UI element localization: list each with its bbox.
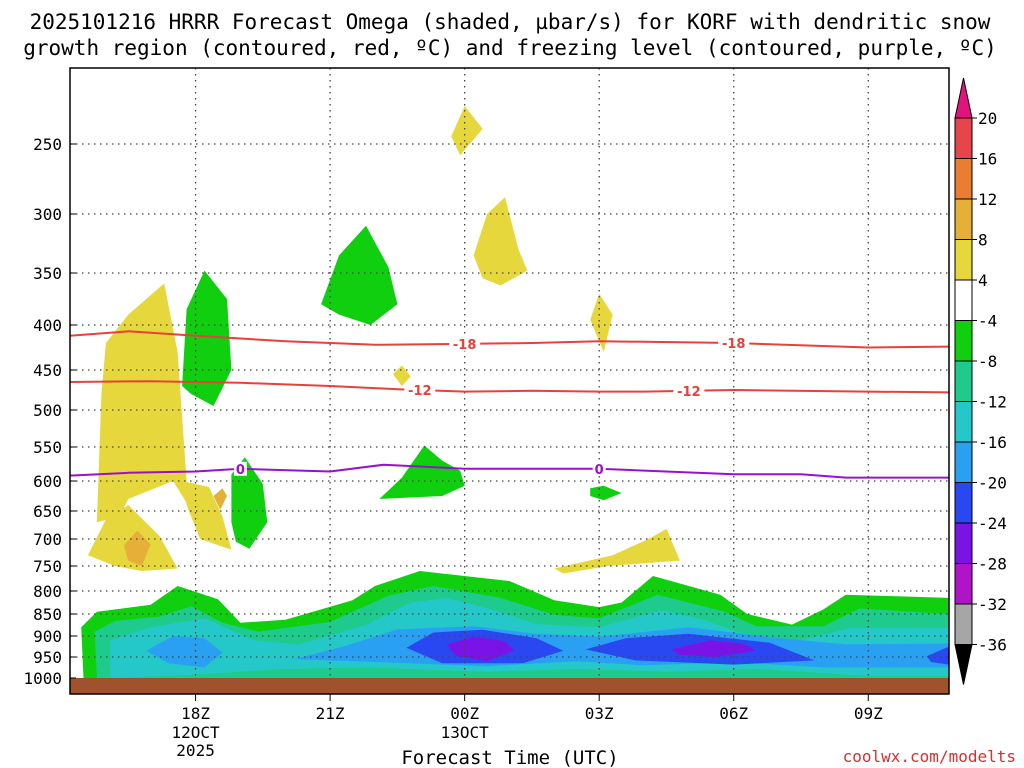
pressure-axis: 250 300 350 400 450 500 550 600 650 700 750 800 850 9… [23, 135, 76, 688]
omega-region-20 [473, 197, 528, 286]
temp-contour-minus12-label-bg [404, 383, 436, 397]
temp-contour-minus18-label-bg [449, 336, 481, 351]
temperature-contours: -18 -18 -12 -12 0 0 [70, 330, 949, 479]
grid-lines [70, 68, 949, 678]
colorbar-label-10: -20 [978, 474, 1007, 493]
omega-region-10 [670, 640, 757, 657]
y-tick-label-850: 850 [33, 605, 62, 624]
x-tick-year-18Z: 2025 [176, 741, 215, 760]
x-tick-label-03Z: 03Z [585, 704, 614, 723]
x-axis-label: Forecast Time (UTC) [401, 747, 618, 768]
freezing-level-contour-label-bg [233, 461, 247, 476]
colorbar-under-triangle [954, 644, 973, 685]
omega-region-19 [451, 106, 483, 156]
temp-contour-minus18-label: -18 [722, 337, 746, 352]
freezing-level-contour-label: 0 [236, 463, 245, 478]
temp-contour-minus12-label: -12 [677, 385, 701, 400]
x-tick-date-00Z: 13OCT [441, 723, 490, 742]
colorbar: 20 16 12 8 4 -4 -8 -12 -16 -20 -24 -28 -32 -36 [954, 77, 1007, 685]
x-tick-label-18Z: 18Z [181, 704, 210, 723]
colorbar-bin-12 [954, 563, 973, 605]
colorbar-bin-7 [954, 360, 973, 402]
colorbar-bin-4 [954, 239, 973, 281]
omega-region-14 [379, 445, 465, 499]
colorbar-over-triangle [954, 77, 973, 119]
x-tick-date-18Z: 12OCT [171, 723, 220, 742]
omega-region-25 [213, 488, 227, 510]
colorbar-bin-2 [954, 158, 973, 200]
temp-contour-minus18-label: -18 [453, 338, 477, 353]
colorbar-label-12: -28 [978, 555, 1007, 574]
y-tick-label-700: 700 [33, 530, 62, 549]
omega-region-15 [590, 485, 622, 501]
y-tick-label-350: 350 [33, 264, 62, 283]
colorbar-bin-5 [954, 279, 973, 321]
colorbar-label-9: -16 [978, 433, 1007, 452]
colorbar-label-2: 16 [978, 150, 997, 169]
omega-region-16 [96, 283, 228, 548]
omega-shading [81, 106, 949, 678]
plot-frame [69, 67, 950, 695]
temp-contour-minus12 [70, 380, 949, 394]
omega-region-13 [231, 457, 268, 549]
colorbar-label-11: -24 [978, 514, 1007, 533]
y-tick-label-550: 550 [33, 438, 62, 457]
colorbar-label-8: -12 [978, 393, 1007, 412]
omega-region-18 [182, 481, 232, 550]
chart-title-line1: 2025101216 HRRR Forecast Omega (shaded, … [30, 10, 991, 34]
colorbar-bin-11 [954, 522, 973, 564]
colorbar-label-4: 8 [978, 231, 988, 250]
chart-title-line2: growth region (contoured, red, ºC) and f… [23, 36, 997, 60]
y-tick-label-400: 400 [33, 316, 62, 335]
omega-region-9 [446, 636, 514, 662]
colorbar-bin-8 [954, 401, 973, 443]
y-tick-label-750: 750 [33, 557, 62, 576]
ground-surface [70, 678, 949, 694]
temp-contour-minus18-label-bg [718, 336, 750, 350]
omega-region-11 [321, 225, 398, 325]
colorbar-bin-9 [954, 441, 973, 483]
x-tick-label-09Z: 09Z [854, 704, 883, 723]
colorbar-label-14: -36 [978, 636, 1007, 655]
y-tick-label-500: 500 [33, 401, 62, 420]
colorbar-bin-10 [954, 482, 973, 524]
colorbar-label-3: 12 [978, 190, 997, 209]
colorbar-label-6: -4 [978, 312, 997, 331]
omega-region-21 [392, 365, 411, 386]
omega-region-12 [182, 270, 232, 406]
omega-region-23 [554, 528, 680, 574]
freezing-level-contour [70, 463, 949, 479]
colorbar-bin-6 [954, 320, 973, 362]
y-tick-label-800: 800 [33, 582, 62, 601]
freezing-level-contour-label-bg [592, 461, 606, 476]
colorbar-label-13: -32 [978, 595, 1007, 614]
temp-contour-minus12-label: -12 [408, 384, 432, 399]
colorbar-label-5: 4 [978, 271, 988, 290]
colorbar-bin-3 [954, 198, 973, 240]
colorbar-bin-13 [954, 603, 973, 645]
credit-text: coolwx.com/modelts [843, 747, 1016, 766]
y-tick-label-300: 300 [33, 205, 62, 224]
x-tick-label-00Z: 00Z [450, 704, 479, 723]
x-tick-label-06Z: 06Z [719, 704, 748, 723]
x-tick-label-21Z: 21Z [316, 704, 345, 723]
omega-region-8 [926, 646, 949, 665]
y-tick-label-600: 600 [33, 472, 62, 491]
freezing-level-contour-label: 0 [595, 463, 604, 478]
y-tick-label-650: 650 [33, 502, 62, 521]
colorbar-label-7: -8 [978, 352, 997, 371]
omega-region-4 [146, 636, 223, 668]
colorbar-label-1: 20 [978, 109, 997, 128]
y-tick-label-950: 950 [33, 648, 62, 667]
y-tick-label-900: 900 [33, 627, 62, 646]
y-tick-label-250: 250 [33, 135, 62, 154]
omega-region-22 [590, 293, 613, 352]
y-tick-label-450: 450 [33, 361, 62, 380]
colorbar-bin-1 [954, 117, 973, 159]
y-tick-label-1000: 1000 [23, 669, 62, 688]
temp-contour-minus12-label-bg [673, 383, 705, 398]
